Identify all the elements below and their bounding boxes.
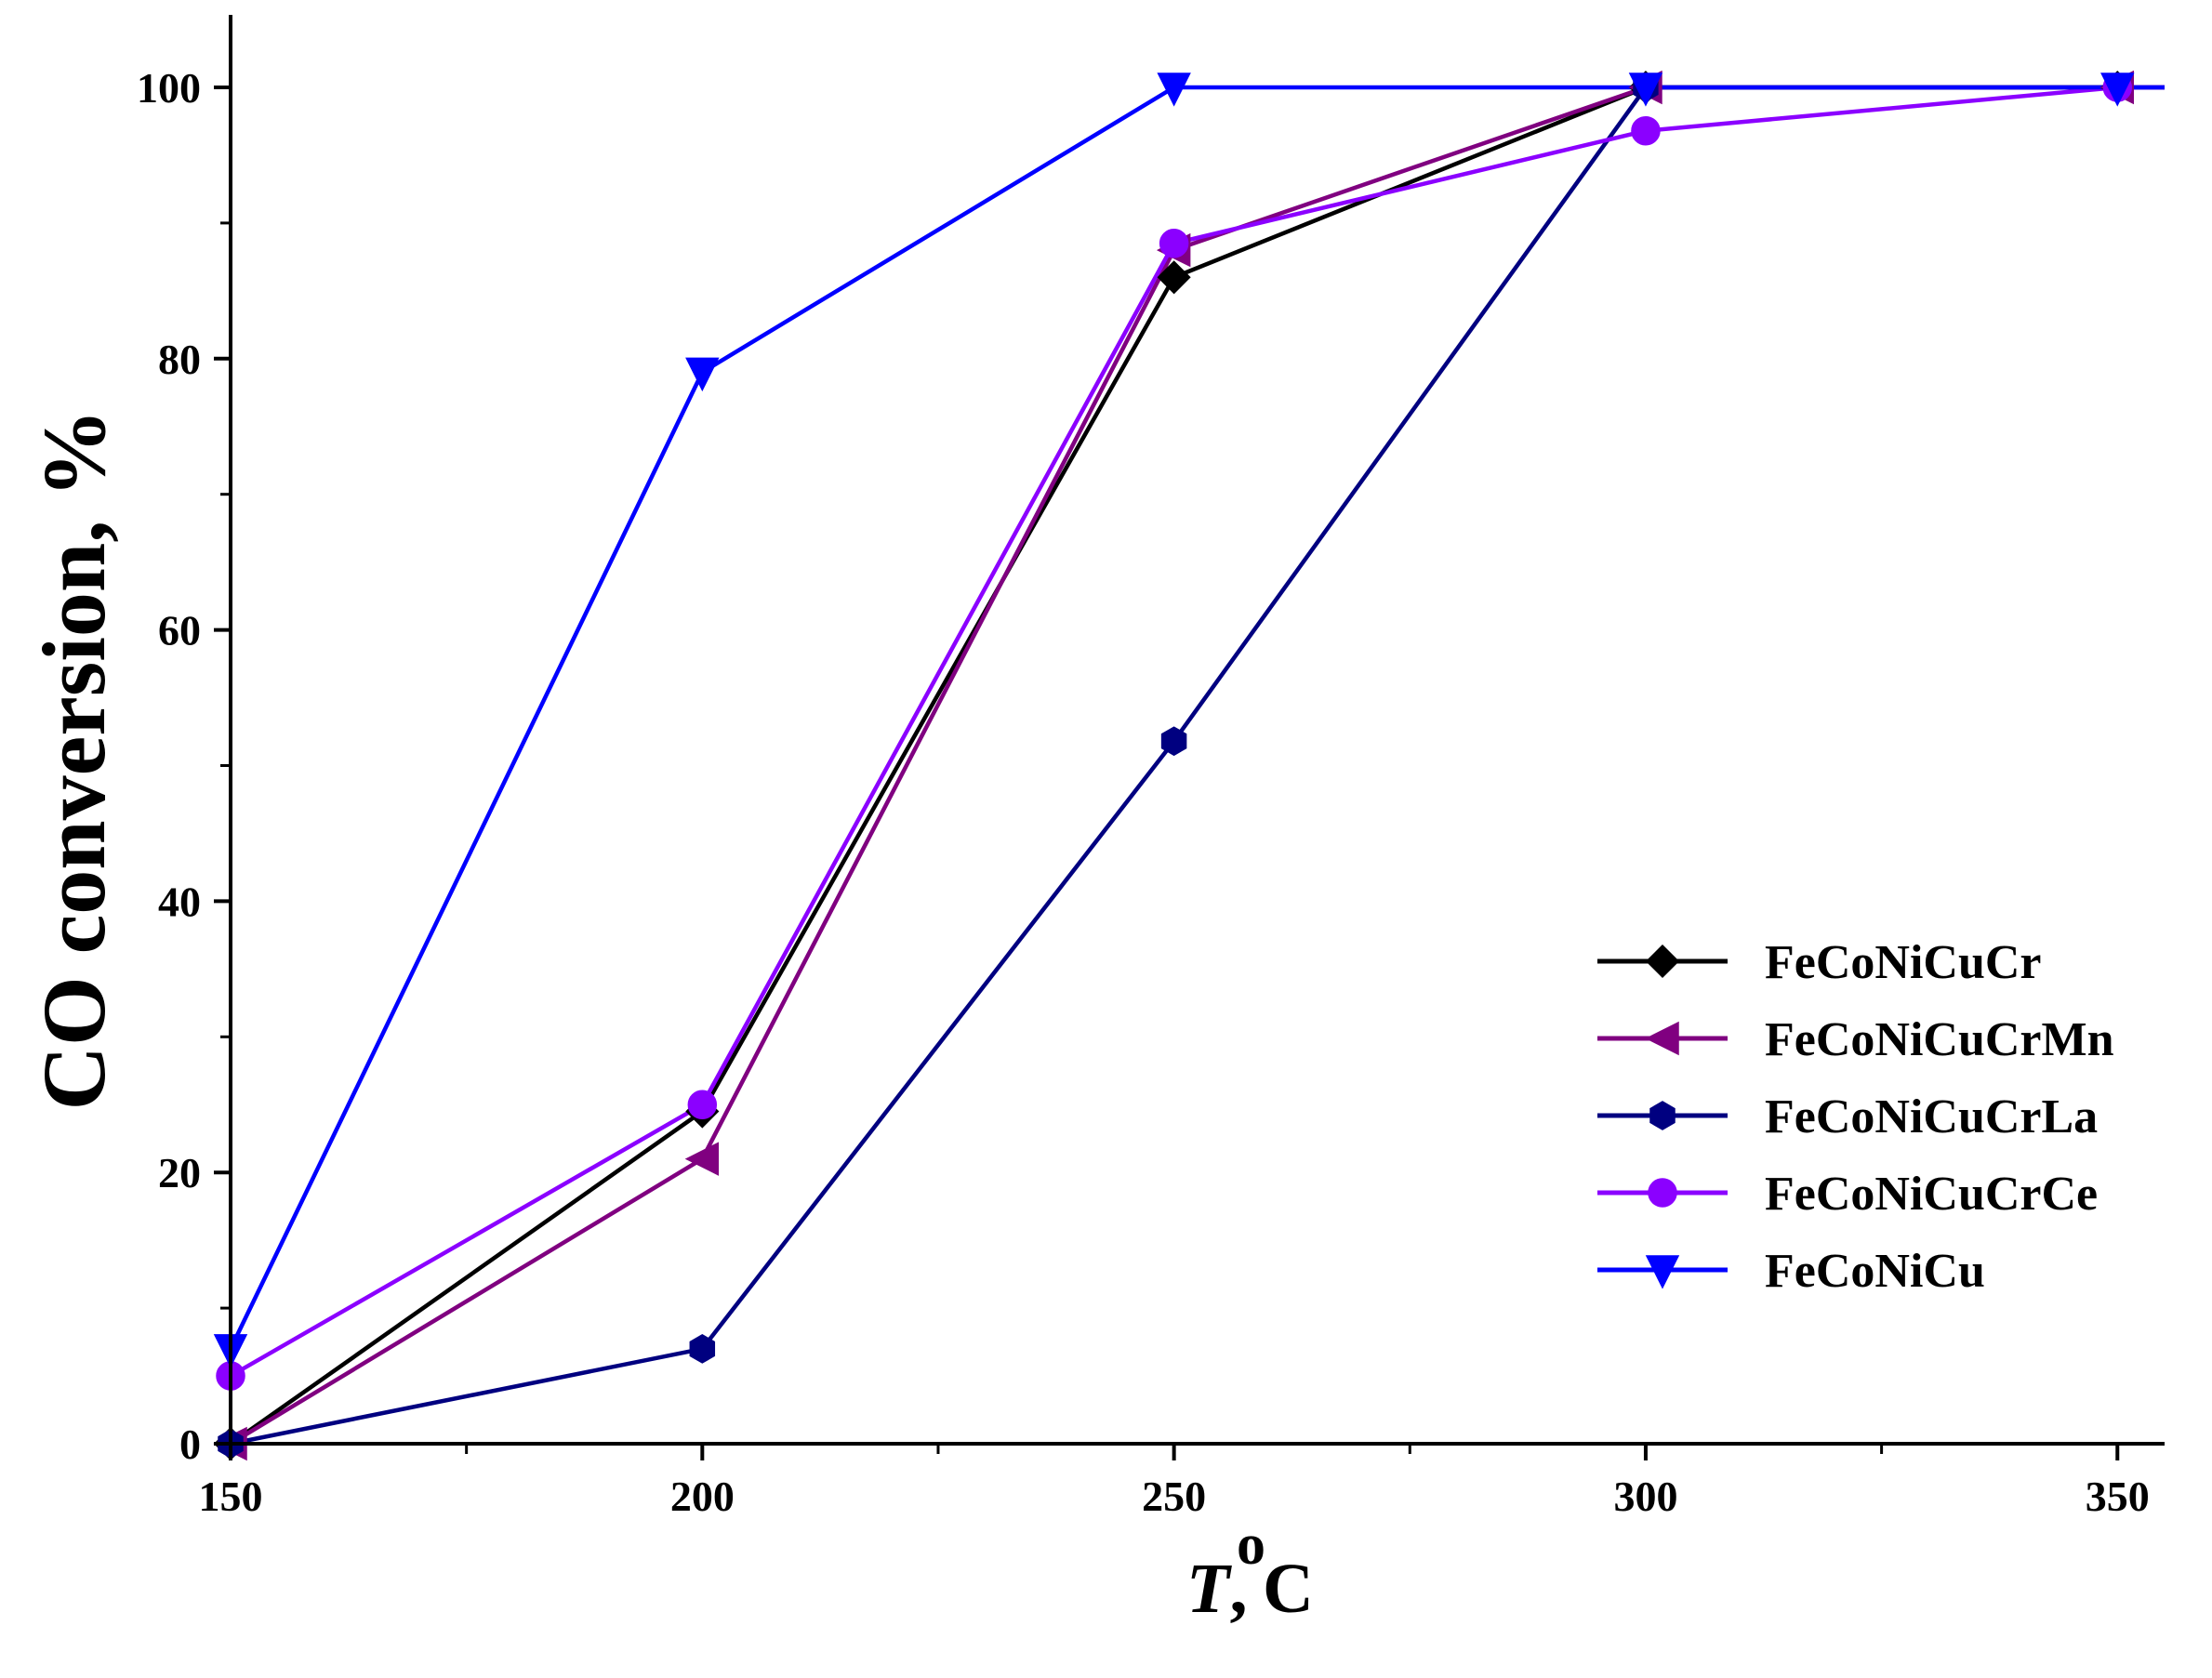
x-tick-label: 350 bbox=[2086, 1473, 2150, 1520]
y-tick-label: 60 bbox=[158, 607, 201, 654]
legend-marker bbox=[1645, 944, 1680, 979]
tick-labels: 150 200 250 300 350 0 20 40 60 80 100 bbox=[137, 64, 2150, 1520]
x-tick-label: 300 bbox=[1613, 1473, 1677, 1520]
x-tick-label: 150 bbox=[199, 1473, 263, 1520]
legend-marker bbox=[1649, 1101, 1676, 1130]
legend-label: FeCoNiCuCrLa bbox=[1765, 1090, 2098, 1143]
series-line-feconicu bbox=[228, 85, 2165, 1350]
y-tick-label: 100 bbox=[137, 64, 201, 112]
data-point-feconicucrla bbox=[689, 1334, 716, 1364]
legend-marker bbox=[1645, 1021, 1679, 1056]
legend-item-feconicucrla: FeCoNiCuCrLa bbox=[1597, 1090, 2098, 1143]
data-point-feconicucrla bbox=[1160, 726, 1187, 757]
data-point-feconicu bbox=[685, 357, 720, 392]
legend-label: FeCoNiCuCrCe bbox=[1765, 1168, 2098, 1221]
data-point-feconicu bbox=[2100, 73, 2135, 107]
x-axis-separator: , bbox=[1229, 1550, 1247, 1628]
data-point-feconicu bbox=[1157, 73, 1191, 107]
x-tick-label: 250 bbox=[1142, 1473, 1206, 1520]
data-point-feconicucrce bbox=[1159, 229, 1189, 258]
data-point-feconicucrmn bbox=[684, 1142, 720, 1176]
x-tick-label: 200 bbox=[670, 1473, 735, 1520]
legend-item-feconicucrmn: FeCoNiCuCrMn bbox=[1597, 1013, 2114, 1066]
legend-label: FeCoNiCu bbox=[1765, 1245, 1985, 1298]
legend-label: FeCoNiCuCr bbox=[1765, 936, 2042, 989]
y-axis-title: CO conversion, % bbox=[24, 409, 124, 1111]
x-axis-title: T, o C bbox=[1186, 1513, 1314, 1628]
y-tick-label: 20 bbox=[158, 1149, 201, 1196]
legend: FeCoNiCuCr FeCoNiCuCrMn FeCoNiCuCrLa FeCoNi… bbox=[1597, 936, 2114, 1298]
legend-item-feconicucr: FeCoNiCuCr bbox=[1597, 936, 2042, 989]
y-tick-label: 0 bbox=[179, 1420, 201, 1468]
legend-label: FeCoNiCuCrMn bbox=[1765, 1013, 2114, 1066]
axes bbox=[214, 15, 2165, 1460]
y-tick-label: 40 bbox=[158, 878, 201, 925]
plot-lines bbox=[228, 85, 2165, 1447]
series-line-feconicucr bbox=[229, 85, 2165, 1446]
svg-text:T,: T, bbox=[1186, 1550, 1247, 1628]
legend-marker bbox=[1648, 1178, 1677, 1208]
data-point-feconicucrce bbox=[1631, 115, 1661, 146]
plot-markers bbox=[213, 70, 2135, 1461]
legend-item-feconicu: FeCoNiCu bbox=[1597, 1245, 1985, 1298]
data-point-feconicucrce bbox=[687, 1090, 718, 1119]
legend-marker bbox=[1645, 1255, 1680, 1289]
degree-symbol: o bbox=[1237, 1513, 1265, 1577]
y-tick-label: 80 bbox=[158, 336, 201, 383]
legend-item-feconicucrce: FeCoNiCuCrCe bbox=[1597, 1168, 2098, 1221]
x-axis-symbol: T bbox=[1186, 1550, 1232, 1628]
data-point-feconicu bbox=[1628, 73, 1663, 107]
x-axis-unit: C bbox=[1263, 1550, 1314, 1628]
data-point-feconicucr bbox=[1157, 260, 1191, 295]
